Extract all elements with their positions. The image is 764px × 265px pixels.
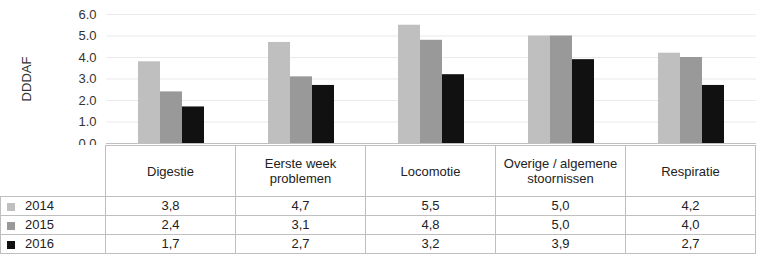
html-text:2,4: 2,4 — [161, 217, 180, 232]
html-text:1,7: 1,7 — [161, 236, 180, 251]
html-text:5,0: 5,0 — [551, 217, 570, 232]
svg-text:3.0: 3.0 — [78, 71, 96, 86]
html-text:4,0: 4,0 — [681, 217, 700, 232]
html-text:4,7: 4,7 — [291, 198, 310, 213]
svg-text:DDDAF: DDDAF — [19, 57, 34, 102]
svg-text:5.0: 5.0 — [78, 28, 96, 43]
svg-text:1.0: 1.0 — [78, 114, 96, 129]
html-text:2014: 2014 — [25, 198, 54, 213]
html-text:5,5: 5,5 — [421, 198, 440, 213]
html-text:4,2: 4,2 — [681, 198, 700, 213]
html-text:2015: 2015 — [25, 217, 54, 232]
html-text:3,2: 3,2 — [421, 236, 440, 251]
html-text:3,9: 3,9 — [551, 236, 570, 251]
svg-text:2.0: 2.0 — [78, 93, 96, 108]
html-text:Overige / algemene stoornissen: Overige / algemene stoornissen — [503, 156, 618, 186]
html-text:Digestie: Digestie — [147, 163, 194, 179]
svg-text:0.0: 0.0 — [78, 136, 96, 145]
html-text:4,8: 4,8 — [421, 217, 440, 232]
html-text:Eerste week problemen: Eerste week problemen — [264, 156, 337, 186]
html-text:3,1: 3,1 — [291, 217, 310, 232]
html-text:2,7: 2,7 — [291, 236, 310, 251]
html-text:Respiratie: Respiratie — [661, 163, 720, 179]
svg-text:4.0: 4.0 — [78, 50, 96, 65]
html-text:2,7: 2,7 — [681, 236, 700, 251]
html-text:5,0: 5,0 — [551, 198, 570, 213]
html-text:Locomotie: Locomotie — [400, 163, 461, 179]
html-text:3,8: 3,8 — [161, 198, 180, 213]
svg-text:6.0: 6.0 — [78, 7, 96, 22]
html-text:2016: 2016 — [25, 236, 54, 251]
